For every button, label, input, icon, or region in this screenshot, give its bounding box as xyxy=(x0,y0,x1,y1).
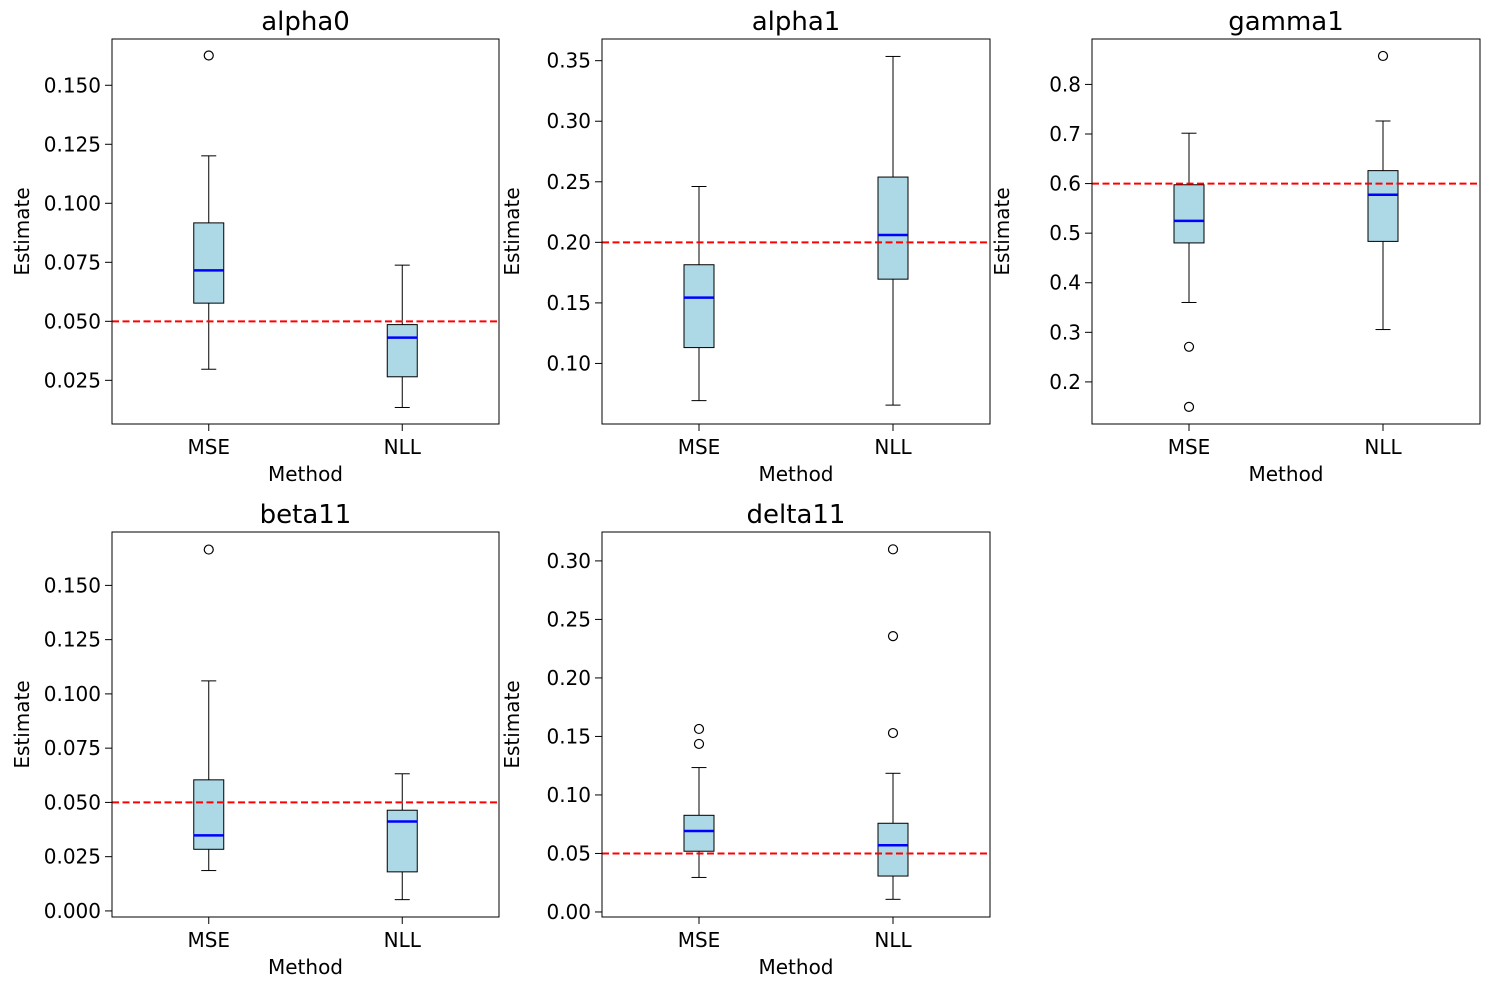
x-tick-label: NLL xyxy=(874,928,912,952)
y-tick-label: 0.20 xyxy=(546,666,591,690)
iqr-box xyxy=(683,814,715,852)
y-tick-label: 0.150 xyxy=(44,73,101,97)
iqr-box xyxy=(193,222,225,304)
axes-frame xyxy=(601,531,991,918)
y-tick-label: 0.15 xyxy=(546,291,591,315)
box-NLL xyxy=(877,55,909,406)
axes-frame xyxy=(601,38,991,425)
y-axis-label: Estimate xyxy=(10,680,34,768)
x-axis-label: Method xyxy=(758,955,833,979)
x-tick-label: MSE xyxy=(187,928,230,952)
outlier-point xyxy=(887,727,899,739)
iqr-box xyxy=(193,779,225,850)
y-tick-label: 0.10 xyxy=(546,783,591,807)
y-tick-label: 0.150 xyxy=(44,573,101,597)
y-tick-label: 0.05 xyxy=(546,841,591,865)
y-tick-label: 0.125 xyxy=(44,628,101,652)
y-axis-label: Estimate xyxy=(500,187,524,275)
box-MSE xyxy=(193,544,225,872)
y-axis-label: Estimate xyxy=(10,187,34,275)
iqr-box xyxy=(1367,170,1399,242)
y-tick-label: 0.10 xyxy=(546,351,591,375)
panel-title: beta11 xyxy=(260,500,352,530)
y-tick-label: 0.15 xyxy=(546,724,591,748)
panel-gamma1: gamma1 0.2 0.3 0.4 0.5 0.6 0.7 0.8 MSE NLL Method E… xyxy=(990,7,1481,486)
y-tick-label: 0.5 xyxy=(1049,221,1081,245)
box-MSE xyxy=(193,50,225,370)
y-tick-label: 0.050 xyxy=(44,309,101,333)
y-tick-label: 0.025 xyxy=(44,845,101,869)
y-tick-label: 0.20 xyxy=(546,230,591,254)
iqr-box xyxy=(877,176,909,280)
iqr-box xyxy=(386,809,418,873)
x-tick-label: MSE xyxy=(187,435,230,459)
box-NLL xyxy=(1367,50,1399,331)
outlier-point xyxy=(1183,341,1195,352)
axes-frame xyxy=(111,531,500,918)
y-axis-label: Estimate xyxy=(990,187,1014,275)
box-NLL xyxy=(386,773,418,901)
y-tick-label: 0.000 xyxy=(44,899,101,923)
outlier-point xyxy=(203,544,214,555)
y-tick-label: 0.100 xyxy=(44,191,101,215)
panel-alpha1: alpha1 0.10 0.15 0.20 0.25 0.30 0.35 MSE NLL Meth… xyxy=(500,7,991,486)
axes-frame xyxy=(111,38,500,425)
outlier-point xyxy=(887,544,899,555)
panel-title: alpha0 xyxy=(261,7,350,37)
x-axis-label: Method xyxy=(268,955,343,979)
panel-title: delta11 xyxy=(747,500,846,530)
outlier-point xyxy=(693,723,705,735)
x-tick-label: MSE xyxy=(1168,435,1211,459)
y-tick-label: 0.30 xyxy=(546,109,591,133)
panel-delta11: delta11 0.00 0.05 0.10 0.15 0.20 0.25 0.30 MSE NL… xyxy=(500,500,991,979)
box-MSE xyxy=(683,723,715,878)
iqr-box xyxy=(683,264,715,349)
y-tick-label: 0.4 xyxy=(1049,271,1081,295)
outlier-point xyxy=(1377,50,1389,62)
iqr-box xyxy=(1173,184,1205,244)
x-axis-label: Method xyxy=(758,462,833,486)
x-tick-label: NLL xyxy=(1364,435,1402,459)
y-tick-label: 0.35 xyxy=(546,49,591,73)
iqr-box xyxy=(877,822,909,877)
box-MSE xyxy=(683,186,715,402)
x-tick-label: MSE xyxy=(678,435,721,459)
y-axis-label: Estimate xyxy=(500,680,524,768)
x-tick-label: NLL xyxy=(384,435,422,459)
y-tick-label: 0.6 xyxy=(1049,172,1081,196)
y-tick-label: 0.2 xyxy=(1049,370,1081,394)
y-tick-label: 0.3 xyxy=(1049,320,1081,344)
axes-frame xyxy=(1091,38,1481,425)
y-tick-label: 0.00 xyxy=(546,900,591,924)
y-tick-label: 0.125 xyxy=(44,132,101,156)
box-MSE xyxy=(1173,132,1205,412)
outlier-point xyxy=(693,738,705,750)
outlier-point xyxy=(887,631,899,642)
y-tick-label: 0.25 xyxy=(546,170,591,194)
x-tick-label: NLL xyxy=(384,928,422,952)
y-tick-label: 0.050 xyxy=(44,790,101,814)
box-NLL xyxy=(386,264,418,408)
y-tick-label: 0.8 xyxy=(1049,72,1081,96)
box-NLL xyxy=(877,544,909,900)
outlier-point xyxy=(1183,401,1195,412)
y-tick-label: 0.025 xyxy=(44,368,101,392)
y-tick-label: 0.075 xyxy=(44,736,101,760)
panel-title: alpha1 xyxy=(752,7,841,37)
x-axis-label: Method xyxy=(1248,462,1323,486)
outlier-point xyxy=(203,50,214,61)
iqr-box xyxy=(386,324,418,378)
panel-alpha0: alpha0 0.025 0.050 0.075 0.100 0.125 0.150 MSE N… xyxy=(10,7,500,486)
y-tick-label: 0.30 xyxy=(546,549,591,573)
y-tick-label: 0.075 xyxy=(44,250,101,274)
x-tick-label: MSE xyxy=(678,928,721,952)
y-tick-label: 0.7 xyxy=(1049,122,1081,146)
panel-beta11: beta11 0.000 0.025 0.050 0.075 0.100 0.125 0.15… xyxy=(10,500,500,979)
panel-title: gamma1 xyxy=(1228,7,1344,37)
x-tick-label: NLL xyxy=(874,435,912,459)
x-axis-label: Method xyxy=(268,462,343,486)
y-tick-label: 0.25 xyxy=(546,607,591,631)
y-tick-label: 0.100 xyxy=(44,682,101,706)
